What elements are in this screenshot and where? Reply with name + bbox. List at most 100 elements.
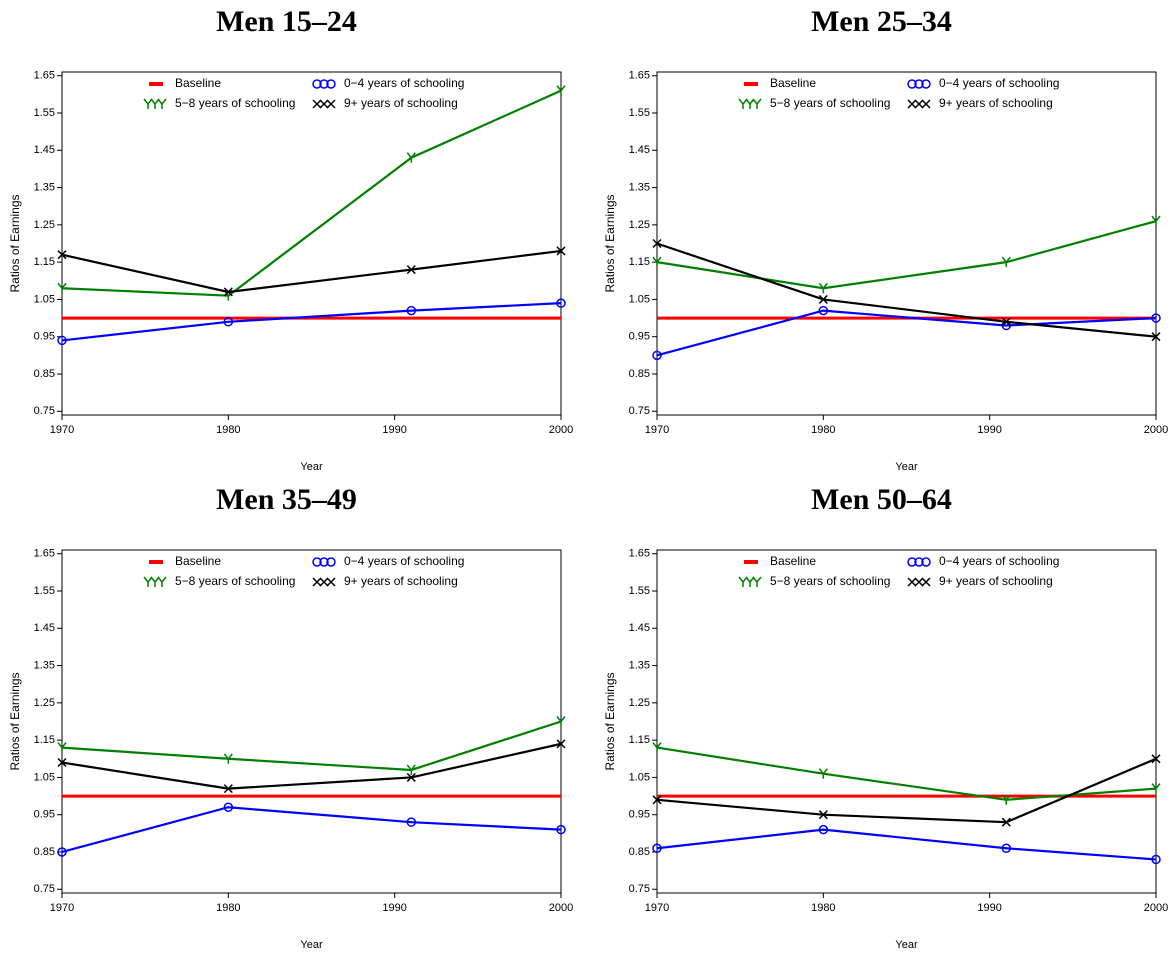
point-marker (652, 238, 662, 249)
point-marker (223, 802, 234, 812)
legend-label: Baseline (770, 76, 816, 90)
y-tick-label: 1.55 (34, 107, 55, 119)
x-tick-label: 1990 (382, 424, 406, 436)
y-tick-label: 0.85 (629, 846, 650, 858)
legend-label: 5−8 years of schooling (770, 574, 890, 588)
y-tick-label: 1.55 (629, 585, 650, 597)
y-tick-label: 1.05 (629, 293, 650, 305)
legend-swatch (157, 576, 167, 587)
y-tick-label: 1.55 (34, 585, 55, 597)
legend-label: 5−8 years of schooling (175, 574, 295, 588)
point-marker (556, 739, 566, 749)
series-line (656, 309, 1157, 357)
y-tick-label: 0.85 (34, 846, 55, 858)
legend-swatch (319, 577, 329, 587)
point-marker (1001, 317, 1011, 327)
legend-swatch (326, 99, 336, 109)
point-marker (818, 294, 828, 304)
legend-swatch (752, 576, 762, 587)
point-marker (406, 817, 417, 827)
legend-label: Baseline (175, 76, 221, 90)
plot-frame (656, 549, 1157, 894)
y-tick-label: 1.65 (629, 70, 650, 82)
series-line (61, 249, 562, 294)
y-tick-label: 0.95 (629, 809, 650, 821)
legend-swatch (326, 557, 336, 567)
legend-swatch (921, 99, 931, 109)
y-tick-label: 1.45 (34, 144, 55, 156)
x-tick-label: 1970 (645, 424, 669, 436)
point-marker (818, 768, 828, 779)
point-marker (1151, 754, 1161, 764)
point-marker (652, 742, 662, 753)
point-marker (223, 287, 233, 297)
legend-label: 5−8 years of schooling (770, 96, 890, 110)
legend-label: 9+ years of schooling (939, 96, 1053, 110)
legend-swatch (326, 79, 336, 89)
chart-title: Men 50–64 (811, 483, 952, 516)
point-marker (223, 784, 233, 794)
y-tick-label: 1.15 (629, 734, 650, 746)
legend-label: Baseline (770, 554, 816, 568)
point-marker (223, 753, 233, 764)
point-marker (406, 764, 416, 775)
point-marker (406, 305, 417, 316)
legend-swatch (907, 79, 917, 89)
point-marker (223, 317, 234, 327)
point-marker (1001, 843, 1012, 854)
series-line (61, 302, 562, 342)
legend-swatch (745, 98, 755, 109)
point-marker (652, 843, 662, 854)
series-line (61, 806, 562, 854)
point-marker (652, 256, 662, 268)
y-tick-label: 1.65 (34, 548, 55, 560)
y-tick-label: 1.25 (629, 697, 650, 709)
point-marker (556, 824, 566, 835)
legend-swatch (914, 557, 924, 567)
legend-swatch (921, 577, 931, 587)
y-tick-label: 0.95 (34, 809, 55, 821)
x-tick-label: 1970 (50, 424, 74, 436)
y-tick-label: 1.05 (629, 771, 650, 783)
series-line (61, 89, 562, 297)
y-tick-label: 1.55 (629, 107, 650, 119)
x-tick-label: 1990 (977, 424, 1001, 436)
chart-title: Men 15–24 (216, 5, 357, 38)
legend-swatch (752, 98, 762, 109)
legend-label: 0−4 years of schooling (344, 76, 464, 90)
y-tick-label: 1.05 (34, 771, 55, 783)
point-marker (1001, 256, 1011, 268)
x-tick-label: 2000 (1144, 424, 1168, 436)
point-marker (556, 716, 566, 727)
y-tick-label: 1.45 (629, 622, 650, 634)
point-marker (1151, 854, 1161, 865)
point-marker (57, 335, 67, 346)
legend-label: 9+ years of schooling (939, 574, 1053, 588)
plot-frame (61, 549, 562, 894)
point-marker (1151, 783, 1161, 794)
legend-swatch (914, 99, 924, 109)
legend-swatch (312, 577, 322, 587)
point-marker (1001, 817, 1011, 827)
y-tick-label: 1.05 (34, 293, 55, 305)
legend-swatch (921, 79, 931, 89)
point-marker (406, 772, 416, 782)
point-marker (652, 795, 662, 805)
y-tick-label: 0.85 (34, 368, 55, 380)
chart-title: Men 35–49 (216, 483, 357, 516)
legend-swatch (745, 576, 755, 587)
x-tick-label: 2000 (1144, 902, 1168, 914)
legend-swatch (914, 79, 924, 89)
y-axis-label: Ratios of Earnings (603, 672, 617, 770)
x-tick-label: 2000 (549, 424, 573, 436)
y-tick-label: 1.35 (34, 659, 55, 671)
point-marker (818, 810, 828, 820)
point-marker (57, 757, 67, 768)
y-tick-label: 1.45 (34, 622, 55, 634)
series-line (656, 220, 1157, 290)
legend-label: 9+ years of schooling (344, 96, 458, 110)
legend-swatch (157, 98, 167, 109)
point-marker (818, 824, 829, 835)
point-marker (556, 85, 566, 96)
legend-swatch (143, 98, 153, 109)
